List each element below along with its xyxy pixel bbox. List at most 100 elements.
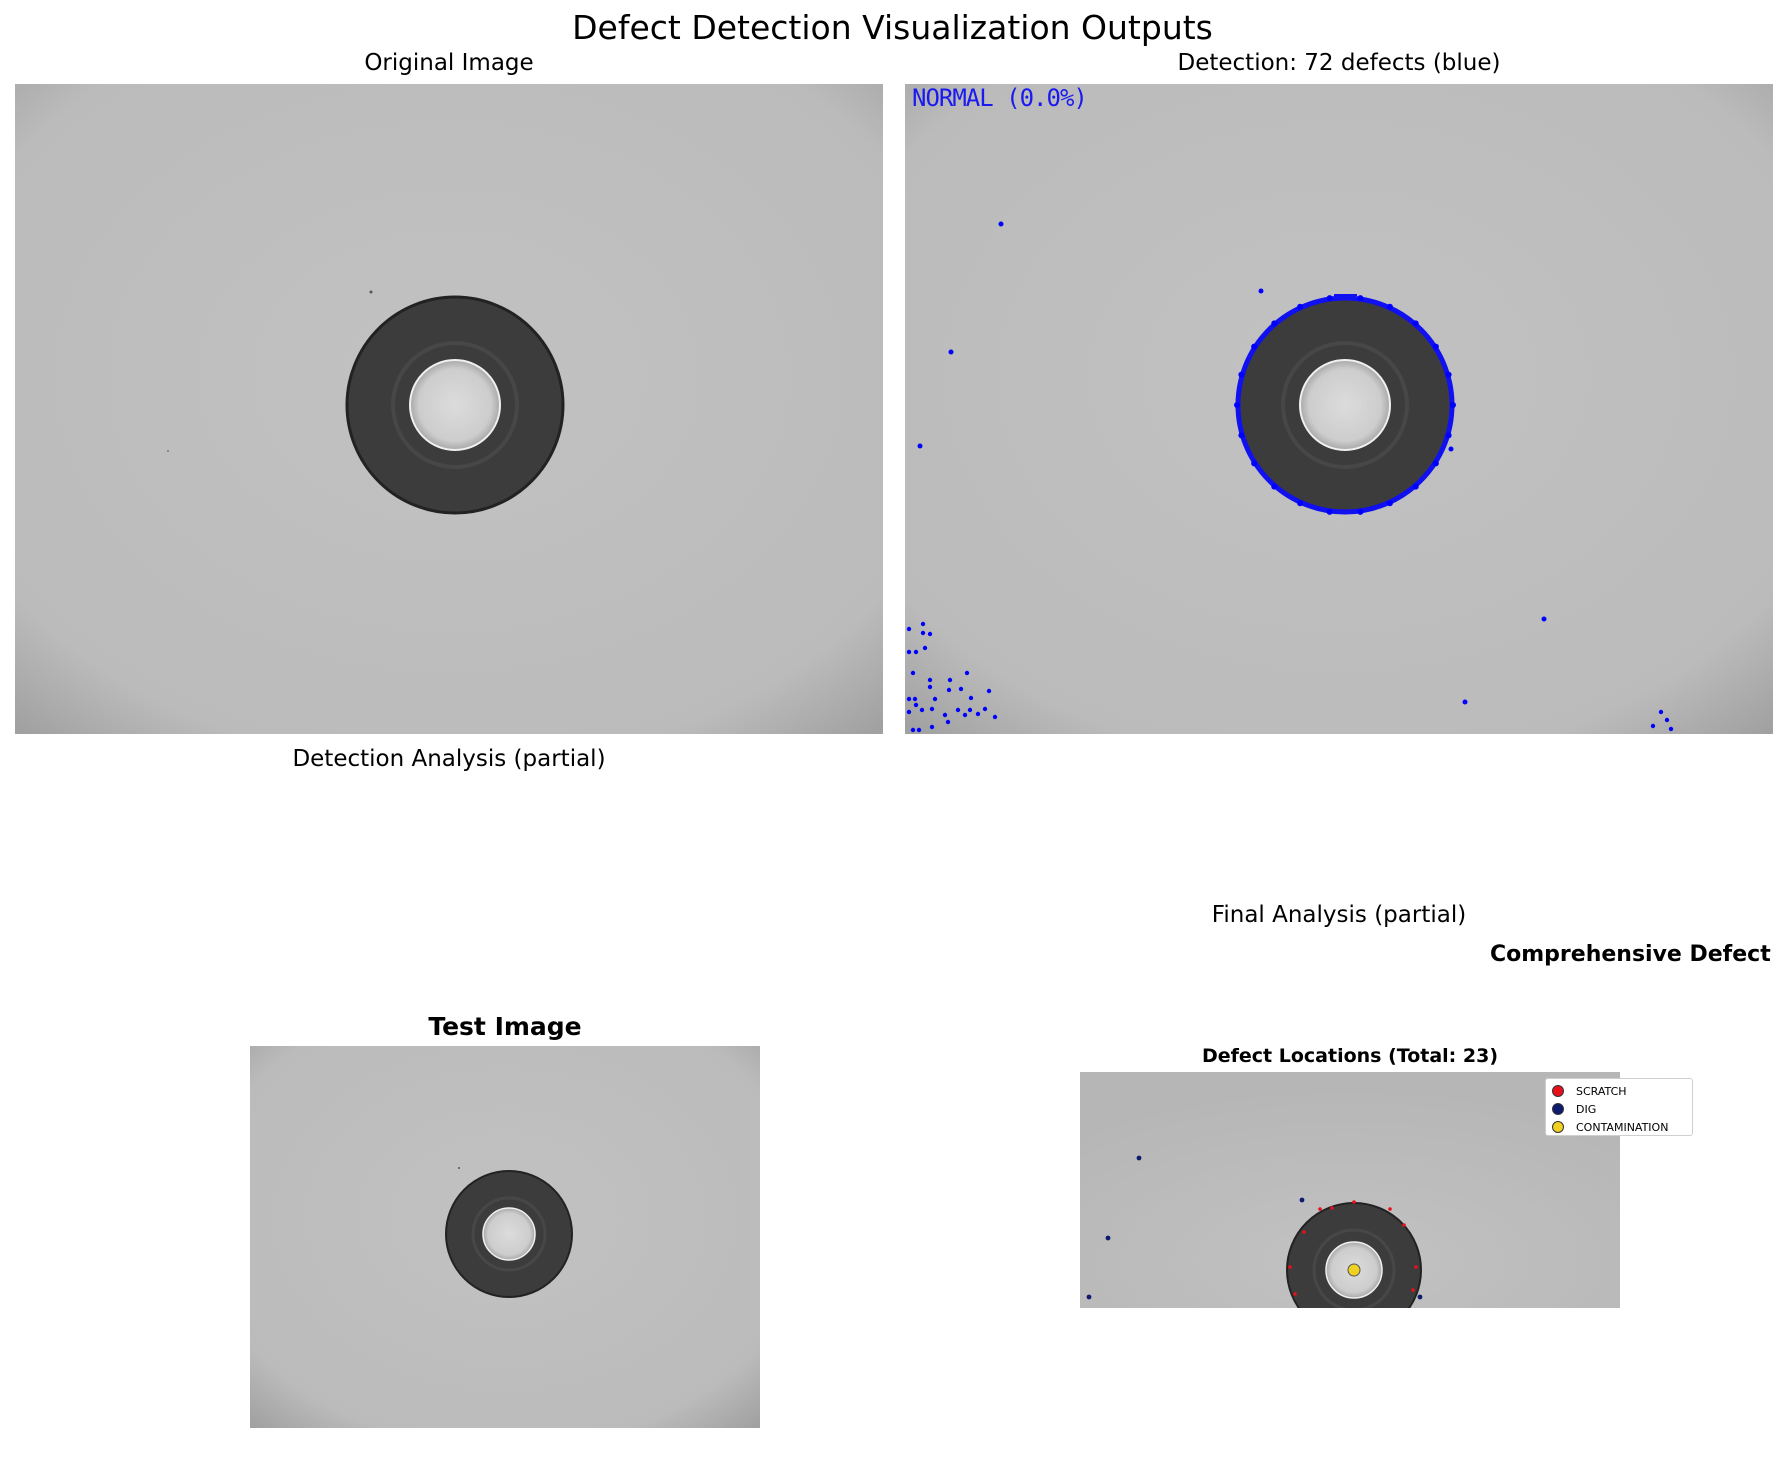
defect-marker: [1386, 500, 1393, 507]
defect-locations-panel: [1080, 1072, 1620, 1308]
defect-marker: [1326, 295, 1333, 302]
defect-marker: [906, 696, 912, 702]
defect-marker: [948, 349, 954, 355]
defect-marker: [906, 649, 912, 655]
defect-marker: [958, 686, 964, 692]
dig-marker: [1136, 1155, 1142, 1161]
detected-defect-markers: [906, 221, 1674, 733]
legend-item-dig: DIG: [1552, 1100, 1686, 1118]
legend-item-scratch: SCRATCH: [1552, 1082, 1686, 1100]
final-analysis-title: Final Analysis (partial): [1211, 902, 1467, 928]
defect-marker: [1462, 699, 1468, 705]
defect-location-markers: [1086, 1155, 1423, 1300]
defect-marker: [1234, 402, 1240, 408]
original-image-panel: [15, 84, 883, 734]
defect-marker: [927, 677, 933, 683]
defect-marker: [917, 443, 923, 449]
defect-marker: [919, 707, 925, 713]
scratch-marker-icon: [1552, 1085, 1564, 1097]
scratch-marker: [1352, 1200, 1356, 1204]
defect-marker: [1668, 726, 1674, 732]
defect-marker: [906, 709, 912, 715]
defect-marker: [1357, 295, 1364, 302]
defect-marker: [910, 670, 916, 676]
dig-marker: [1299, 1197, 1305, 1203]
defect-marker: [1271, 320, 1278, 327]
defect-marker: [992, 714, 998, 720]
defect-marker: [1238, 432, 1245, 439]
analysis-title: Detection Analysis (partial): [292, 746, 606, 772]
defect-marker: [1412, 483, 1419, 490]
detection-title: Detection: 72 defects (blue): [1177, 50, 1501, 76]
scratch-marker: [1318, 1207, 1322, 1211]
scratch-marker: [1411, 1288, 1415, 1292]
defect-marker: [1650, 723, 1656, 729]
legend-item-contamination: CONTAMINATION: [1552, 1118, 1686, 1136]
contamination-marker-icon: [1552, 1121, 1564, 1133]
defect-legend: SCRATCH DIG CONTAMINATION: [1545, 1078, 1693, 1136]
defect-marker: [1271, 483, 1278, 490]
figure-suptitle: Defect Detection Visualization Outputs: [572, 8, 1213, 47]
defect-marker: [1357, 508, 1364, 515]
defect-marker: [946, 687, 952, 693]
scratch-marker: [1330, 1206, 1334, 1210]
defect-marker: [1251, 460, 1258, 467]
defect-marker: [967, 707, 973, 713]
defect-marker: [1658, 709, 1664, 715]
defect-marker: [920, 630, 926, 636]
defect-marker: [1450, 402, 1456, 408]
defect-marker: [912, 696, 918, 702]
defect-marker: [962, 712, 968, 718]
defect-marker: [910, 727, 916, 733]
detection-status-label: NORMAL (0.0%): [912, 84, 1088, 112]
dig-marker-icon: [1552, 1103, 1564, 1115]
defect-marker: [955, 707, 961, 713]
defect-marker: [906, 626, 912, 632]
defect-marker: [1445, 432, 1452, 439]
defect-marker: [1258, 288, 1264, 294]
defect-marker: [932, 696, 938, 702]
defect-marker: [1412, 320, 1419, 327]
defect-marker: [945, 719, 951, 725]
scratch-marker: [1288, 1265, 1292, 1269]
defect-marker: [964, 670, 970, 676]
scratch-marker: [1293, 1292, 1297, 1296]
comprehensive-heading: Comprehensive Defect: [1490, 942, 1771, 967]
defect-marker: [927, 631, 933, 637]
legend-label: SCRATCH: [1576, 1084, 1627, 1098]
defect-marker: [1326, 508, 1333, 515]
defect-marker: [968, 695, 974, 701]
defect-marker: [916, 727, 922, 733]
defect-marker: [1238, 371, 1245, 378]
defect-marker: [929, 724, 935, 730]
defect-marker: [982, 706, 988, 712]
defect-marker: [913, 702, 919, 708]
dig-marker: [1086, 1294, 1092, 1300]
defect-marker: [986, 688, 992, 694]
legend-label: CONTAMINATION: [1576, 1120, 1669, 1134]
defect-marker: [1297, 500, 1304, 507]
defect-marker: [922, 645, 928, 651]
dig-marker: [1417, 1294, 1423, 1300]
defect-marker: [1445, 371, 1452, 378]
defect-marker: [975, 711, 981, 717]
defect-marker: [920, 621, 926, 627]
dig-marker: [1105, 1235, 1111, 1241]
contamination-marker: [1347, 1263, 1361, 1277]
scratch-marker: [1302, 1230, 1306, 1234]
scratch-marker: [1402, 1223, 1406, 1227]
defect-marker: [927, 684, 933, 690]
defect-marker: [1432, 343, 1439, 350]
scratch-marker: [1388, 1207, 1392, 1211]
defect-marker: [998, 221, 1004, 227]
defect-marker: [942, 712, 948, 718]
defect-marker: [1664, 717, 1670, 723]
defect-marker: [1297, 303, 1304, 310]
defect-locations-title: Defect Locations (Total: 23): [1201, 1045, 1499, 1067]
defect-marker: [1541, 616, 1547, 622]
defect-marker: [1251, 343, 1258, 350]
test-image-title: Test Image: [428, 1012, 582, 1041]
defect-marker: [929, 706, 935, 712]
legend-label: DIG: [1576, 1102, 1597, 1116]
fiber-core: [409, 359, 501, 451]
